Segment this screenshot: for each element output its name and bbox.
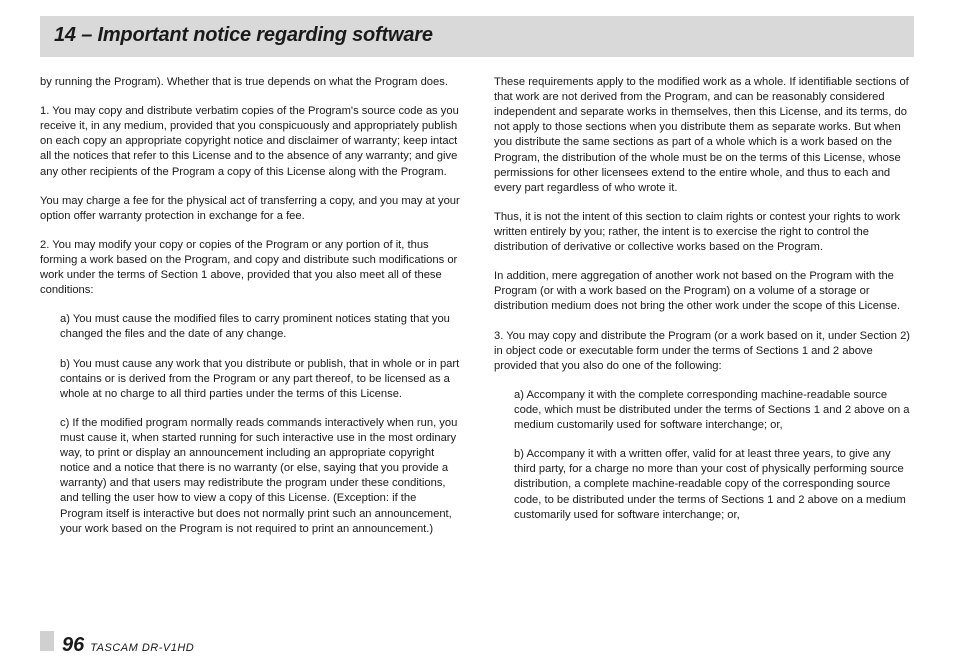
body-text: by running the Program). Whether that is… <box>40 75 460 90</box>
list-item: c) If the modified program normally read… <box>40 416 460 537</box>
section-header: 14 – Important notice regarding software <box>40 16 914 57</box>
list-item: b) You must cause any work that you dist… <box>40 357 460 402</box>
footer-accent-block <box>40 631 54 651</box>
document-page: 14 – Important notice regarding software… <box>0 0 954 551</box>
body-text: You may charge a fee for the physical ac… <box>40 194 460 224</box>
body-text: These requirements apply to the modified… <box>494 75 914 196</box>
section-title: 14 – Important notice regarding software <box>54 24 900 47</box>
body-text: In addition, mere aggregation of another… <box>494 269 914 314</box>
body-text: 2. You may modify your copy or copies of… <box>40 238 460 298</box>
page-number: 96 <box>62 634 84 657</box>
left-column: by running the Program). Whether that is… <box>40 75 460 551</box>
indented-list: a) Accompany it with the complete corres… <box>494 388 914 523</box>
list-item: a) You must cause the modified files to … <box>40 312 460 342</box>
body-text: Thus, it is not the intent of this secti… <box>494 210 914 255</box>
indented-list: a) You must cause the modified files to … <box>40 312 460 536</box>
body-text: 3. You may copy and distribute the Progr… <box>494 329 914 374</box>
body-text: 1. You may copy and distribute verbatim … <box>40 104 460 180</box>
product-model: TASCAM DR-V1HD <box>90 642 194 654</box>
page-footer: 96 TASCAM DR-V1HD <box>40 631 194 657</box>
list-item: a) Accompany it with the complete corres… <box>494 388 914 433</box>
list-item: b) Accompany it with a written offer, va… <box>494 447 914 523</box>
text-columns: by running the Program). Whether that is… <box>40 75 914 551</box>
right-column: These requirements apply to the modified… <box>494 75 914 551</box>
